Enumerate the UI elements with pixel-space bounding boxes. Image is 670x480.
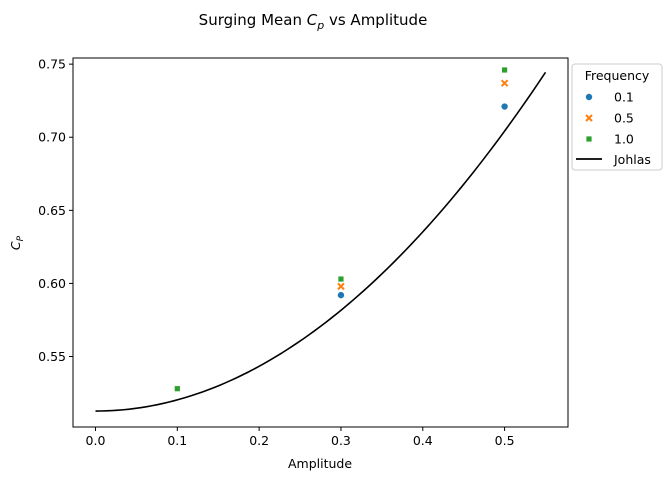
- legend-label-0.5: 0.5: [614, 111, 634, 126]
- x-tick-label: 0.3: [331, 433, 351, 448]
- y-tick-label: 0.70: [38, 130, 66, 145]
- x-tick-label: 0.2: [249, 433, 269, 448]
- y-tick-label: 0.55: [38, 349, 66, 364]
- johlas-line: [95, 71, 547, 412]
- title-suffix: vs Amplitude: [324, 11, 427, 29]
- plot-area: 0.0 0.1 0.2 0.3 0.4 0.5 0.55 0.60 0.65 0.70 0.75: [38, 57, 569, 448]
- legend-label-1.0: 1.0: [614, 132, 634, 147]
- axes-frame: [72, 57, 569, 428]
- legend-entry-0.5: 0.5: [585, 111, 634, 126]
- point-freq-0.1: [500, 102, 509, 111]
- title-prefix: Surging Mean: [199, 11, 307, 29]
- x-tick-label: 0.1: [167, 433, 187, 448]
- point-freq-0.5: [337, 282, 345, 291]
- point-freq-1.0: [337, 275, 345, 283]
- legend-entry-0.1: 0.1: [585, 90, 634, 105]
- chart-title: Surging Mean Cp vs Amplitude: [199, 11, 428, 32]
- title-subscript: p: [316, 19, 324, 32]
- legend-entry-1.0: 1.0: [585, 132, 634, 147]
- legend-marker-circle: [585, 93, 594, 102]
- y-axis-label: CP: [8, 235, 26, 250]
- point-freq-0.1: [336, 291, 345, 300]
- y-axis-label-subscript: P: [16, 235, 26, 241]
- x-tick-label: 0.5: [495, 433, 515, 448]
- y-tick-label: 0.65: [38, 203, 66, 218]
- x-axis-label: Amplitude: [288, 456, 352, 471]
- y-tick-label: 0.60: [38, 276, 66, 291]
- point-freq-1.0: [501, 66, 508, 74]
- x-tick-label: 0.4: [413, 433, 433, 448]
- legend-label-0.1: 0.1: [614, 90, 634, 105]
- legend-title: Frequency: [585, 68, 650, 83]
- legend-marker-x: [585, 114, 593, 122]
- title-symbol: C: [307, 11, 318, 29]
- legend: Frequency 0.1 0.5 1.0 Johlas: [571, 63, 663, 171]
- legend-label-johlas: Johlas: [613, 152, 651, 167]
- legend-marker-square: [585, 135, 593, 143]
- legend-frame: [571, 63, 663, 171]
- point-freq-0.5: [500, 79, 509, 87]
- legend-entry-johlas: Johlas: [576, 152, 651, 167]
- y-axis-label-symbol: C: [8, 241, 23, 250]
- y-tick-label: 0.75: [38, 57, 66, 72]
- point-freq-1.0: [173, 385, 181, 393]
- x-tick-label: 0.0: [86, 433, 106, 448]
